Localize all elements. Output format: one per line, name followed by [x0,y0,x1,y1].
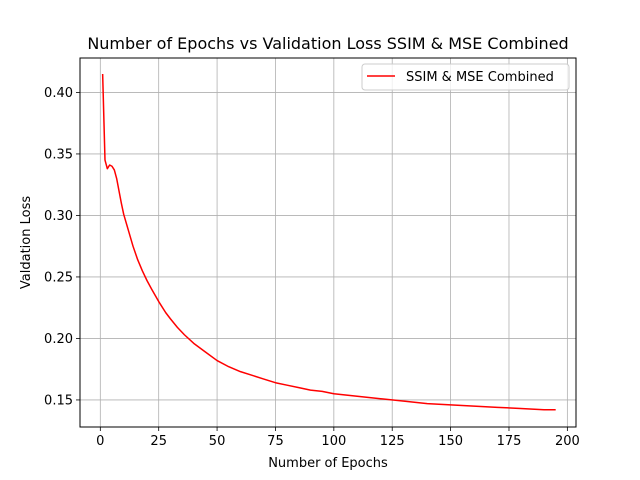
x-axis-label: Number of Epochs [268,456,388,471]
legend-label: SSIM & MSE Combined [406,70,554,85]
x-tick-label: 25 [150,434,167,449]
x-tick-label: 100 [321,434,346,449]
grid-layer [80,58,576,427]
chart-title: Number of Epochs vs Validation Loss SSIM… [87,34,568,53]
y-tick-label: 0.20 [44,332,73,347]
y-tick-label: 0.40 [44,86,73,101]
series-layer [101,73,556,411]
y-tick-label: 0.30 [44,209,73,224]
y-tick-label: 0.25 [44,270,73,285]
tick-layer: 0 25 50 75 100 125 150 175 200 0.15 0.20 0.25 0.30 0.… [44,86,580,449]
plot-frame [79,57,577,428]
legend: SSIM & MSE Combined [361,63,570,91]
legend-box [361,63,570,91]
x-tick-label: 150 [438,434,463,449]
series-line [101,73,556,411]
x-tick-label: 0 [96,434,104,449]
x-tick-label: 125 [380,434,405,449]
y-axis-label: Valdation Loss [19,196,34,289]
x-tick-label: 50 [209,434,226,449]
x-tick-label: 175 [497,434,522,449]
x-tick-label: 75 [267,434,284,449]
y-tick-label: 0.15 [44,393,73,408]
x-tick-label: 200 [555,434,580,449]
y-tick-label: 0.35 [44,147,73,162]
